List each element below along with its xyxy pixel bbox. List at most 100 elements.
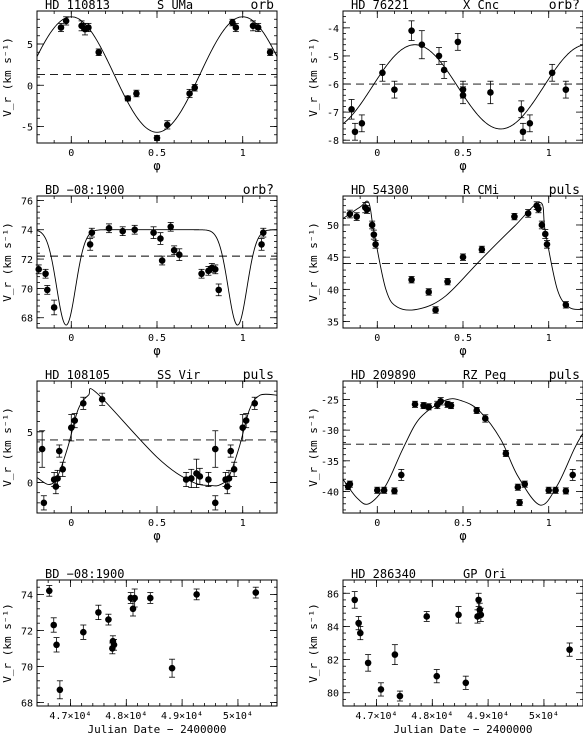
data-point <box>475 596 482 604</box>
data-point <box>191 84 199 92</box>
y-tick-label: 74 <box>21 590 33 601</box>
data-point <box>418 41 426 49</box>
data-point <box>348 105 355 113</box>
data-point <box>396 692 404 700</box>
data-point <box>355 619 362 627</box>
x-tick-label: 1 <box>240 333 246 344</box>
data-point <box>80 628 87 636</box>
chart-panel-8: HD 286340 GP Ori 4.7×10⁴ 4.8×10⁴ 4.9×10⁴ 5×10… <box>307 567 583 736</box>
data-point <box>391 86 398 93</box>
data-point <box>346 480 354 488</box>
data-point <box>211 266 219 273</box>
y-tick-label: 0 <box>27 81 33 92</box>
data-point <box>358 120 366 127</box>
data-point <box>444 278 451 285</box>
star-id: HD 54300 <box>351 183 409 197</box>
data-point <box>124 95 132 102</box>
x-axis-label: φ <box>153 159 160 173</box>
y-axis-label: V_r (km s⁻¹) <box>307 407 320 486</box>
data-point <box>535 205 542 213</box>
y-tick-label: -6 <box>327 80 339 91</box>
data-point <box>230 466 238 473</box>
data-point <box>170 246 178 254</box>
data-point <box>420 402 427 409</box>
y-axis-label: V_r (km s⁻¹) <box>1 603 14 682</box>
data-point <box>543 240 551 248</box>
data-point <box>454 38 462 46</box>
data-point <box>266 48 274 56</box>
data-point <box>545 486 553 494</box>
y-tick-label: 84 <box>327 622 339 633</box>
data-point <box>95 609 102 616</box>
data-point <box>254 24 262 31</box>
data-point <box>562 301 570 309</box>
data-point <box>198 270 205 278</box>
data-point <box>425 288 433 296</box>
data-point <box>552 486 559 494</box>
data-point <box>459 253 467 261</box>
data-point <box>110 641 118 649</box>
star-name: X Cnc <box>463 0 499 12</box>
y-tick-label: -25 <box>321 395 339 406</box>
star-id: BD −08:1900 <box>45 567 124 581</box>
data-point <box>408 276 415 284</box>
data-point <box>150 229 157 236</box>
data-point <box>377 686 385 693</box>
data-point <box>119 227 127 235</box>
data-point <box>38 445 46 453</box>
data-point <box>57 24 65 31</box>
y-tick-label: 70 <box>21 662 33 673</box>
data-point <box>548 69 556 77</box>
data-point <box>391 487 398 495</box>
star-name: SS Vir <box>157 368 200 382</box>
y-tick-label: 50 <box>327 221 339 232</box>
data-point <box>71 417 79 424</box>
data-point <box>411 401 419 408</box>
data-point <box>514 483 522 491</box>
data-point <box>251 400 259 407</box>
y-tick-label: 68 <box>21 314 33 325</box>
data-point <box>249 22 257 30</box>
y-tick-label: 40 <box>327 285 339 296</box>
x-axis-label: φ <box>459 529 466 543</box>
data-point <box>50 621 58 629</box>
x-axis-label: φ <box>153 529 160 543</box>
x-tick-label: 0 <box>68 148 74 159</box>
x-axis-label: Julian Date − 2400000 <box>87 723 226 736</box>
data-point <box>193 591 200 598</box>
data-point <box>215 286 223 294</box>
x-tick-label: 0.5 <box>454 333 472 344</box>
data-point <box>368 221 376 229</box>
x-tick-label: 5×10⁴ <box>529 711 559 722</box>
data-point <box>55 447 63 455</box>
data-point <box>153 134 161 142</box>
data-point <box>56 686 64 694</box>
data-point <box>353 213 361 220</box>
model-curve <box>343 200 583 311</box>
y-tick-label: 35 <box>327 318 339 329</box>
plot-frame <box>36 195 278 329</box>
data-point <box>45 587 53 595</box>
star-name: RZ Peg <box>463 368 506 382</box>
data-point <box>397 471 405 479</box>
classification-label: puls <box>243 368 274 383</box>
x-tick-label: 0 <box>374 148 380 159</box>
x-tick-label: 5×10⁴ <box>223 711 253 722</box>
y-tick-label: -40 <box>321 488 339 499</box>
data-point <box>85 24 92 31</box>
x-tick-label: 4.7×10⁴ <box>355 711 397 722</box>
y-axis-label: V_r (km s⁻¹) <box>307 37 320 116</box>
data-point <box>473 407 481 414</box>
data-point <box>147 594 154 602</box>
y-tick-label: 82 <box>327 656 339 667</box>
x-tick-label: 0.5 <box>148 333 166 344</box>
data-point <box>459 91 467 99</box>
data-point <box>258 241 265 248</box>
data-point <box>40 499 48 507</box>
x-tick-label: 0 <box>374 333 380 344</box>
data-point <box>211 499 219 507</box>
y-tick-label: 5 <box>27 428 33 439</box>
x-tick-label: 0.5 <box>454 518 472 529</box>
y-axis-label: V_r (km s⁻¹) <box>307 222 320 301</box>
